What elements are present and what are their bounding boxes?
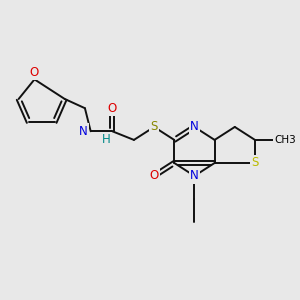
Text: CH3: CH3 [274,135,296,145]
Text: N: N [79,125,88,138]
Text: H: H [102,134,111,146]
Text: N: N [190,169,199,182]
Text: S: S [150,120,158,134]
Text: N: N [190,120,199,134]
Text: O: O [30,66,39,79]
Text: S: S [251,157,259,169]
Text: O: O [108,102,117,115]
Text: O: O [149,169,159,182]
